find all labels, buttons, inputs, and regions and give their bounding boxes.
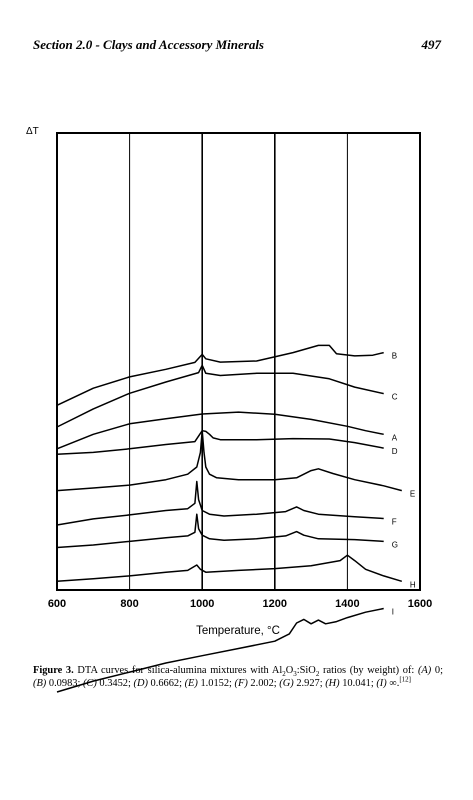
caption-item-key: (H) — [325, 678, 340, 689]
section-title: Section 2.0 - Clays and Accessory Minera… — [33, 37, 264, 52]
caption-item-key: (G) — [279, 678, 294, 689]
formula-o: O — [285, 665, 294, 676]
curve-label-F: F — [392, 518, 397, 527]
curve-labels: A B C D E F G H I — [392, 352, 416, 617]
caption-item-value: 0.6662; — [147, 678, 185, 689]
x-tick-label-1200: 1200 — [263, 598, 287, 610]
curve-A — [56, 411, 384, 450]
caption-item-value: 0.3452; — [96, 678, 134, 689]
caption-item-key: (A) — [417, 665, 432, 676]
curve-label-E: E — [410, 490, 415, 499]
curve-C — [56, 364, 384, 428]
x-tick-label-1600: 1600 — [408, 598, 432, 610]
formula-al-sub: 2 — [282, 670, 286, 679]
figure-caption: Figure 3. DTA curves for silica-alumina … — [33, 664, 443, 690]
curve-B — [56, 344, 384, 406]
formula-o-sub: 3 — [293, 670, 297, 679]
caption-item-key: (E) — [184, 678, 198, 689]
caption-item-value: 1.0152; — [197, 678, 235, 689]
curve-label-I: I — [392, 608, 394, 617]
gridlines — [129, 133, 348, 590]
caption-item-value: 10.041; — [339, 678, 377, 689]
caption-item-key: (C) — [82, 678, 97, 689]
curve-label-B: B — [392, 352, 397, 361]
curve-E — [56, 429, 402, 492]
curve-label-H: H — [410, 580, 416, 589]
curves — [56, 344, 403, 693]
x-tick-labels: 600 800 1000 1200 1400 1600 — [48, 598, 432, 610]
caption-item-value: 2.927; — [293, 678, 326, 689]
caption-item-key: (I) — [376, 678, 387, 689]
x-tick-label-600: 600 — [48, 598, 66, 610]
page-number: 497 — [421, 37, 442, 52]
plot-frame — [56, 132, 421, 591]
curve-D — [56, 429, 384, 456]
y-axis-label: ΔT — [26, 126, 39, 137]
caption-item-value: 0.0983; — [46, 678, 83, 689]
curve-G — [56, 513, 384, 549]
caption-text-2: ratios (by weight) of: — [319, 665, 415, 676]
formula-sio-sub: 2 — [315, 670, 320, 679]
curve-I — [56, 607, 384, 693]
x-tick-label-1000: 1000 — [190, 598, 214, 610]
curve-label-C: C — [392, 393, 398, 402]
formula-sio: :SiO — [296, 665, 316, 676]
curve-label-D: D — [392, 447, 398, 456]
caption-text: DTA curves for silica-alumina mixtures w… — [77, 665, 272, 676]
curve-F — [56, 480, 384, 526]
caption-label: Figure 3. — [33, 665, 74, 676]
caption-item-key: (D) — [133, 678, 148, 689]
page-header: Section 2.0 - Clays and Accessory Minera… — [33, 37, 441, 57]
caption-items: (A) 0; (B) 0.0983; (C) 0.3452; (D) 0.666… — [33, 665, 443, 689]
caption-item-key: (F) — [234, 678, 248, 689]
caption-item-value: ∞. — [386, 678, 400, 689]
caption-item-value: 0; — [431, 665, 443, 676]
x-tick-label-1400: 1400 — [335, 598, 359, 610]
x-axis-title: Temperature, °C — [196, 625, 280, 637]
caption-item-key: (B) — [33, 678, 47, 689]
formula-al: Al — [271, 665, 283, 676]
x-tick-label-800: 800 — [120, 598, 138, 610]
curve-label-A: A — [392, 433, 398, 442]
caption-reference: [12] — [399, 675, 411, 684]
caption-item-value: 2.002; — [247, 678, 280, 689]
curve-label-G: G — [392, 540, 398, 549]
curve-H — [56, 554, 403, 583]
